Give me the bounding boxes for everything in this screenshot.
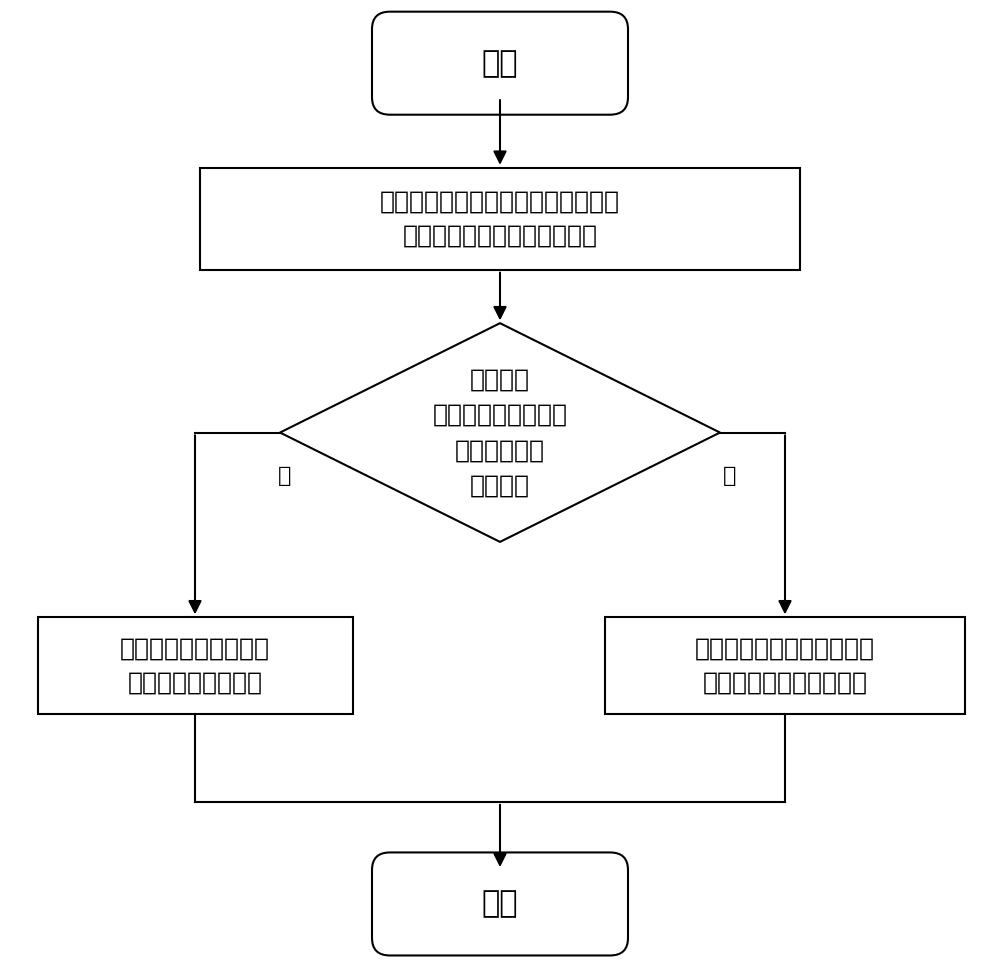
- Text: 否: 否: [278, 467, 292, 486]
- Bar: [38, 617, 353, 714]
- Text: 结果: 结果: [482, 889, 518, 919]
- Polygon shape: [280, 323, 720, 541]
- Text: 在对学员授课前对其进行英语能力测
试，得到其初始英语能力等级: 在对学员授课前对其进行英语能力测 试，得到其初始英语能力等级: [380, 190, 620, 248]
- Text: 在对学员
授课后，判断其是否
经过课后英语
能力测试: 在对学员 授课后，判断其是否 经过课后英语 能力测试: [432, 367, 568, 498]
- Text: 开始: 开始: [482, 49, 518, 78]
- FancyBboxPatch shape: [372, 852, 628, 955]
- Text: 获取其课后英语能力测试结
果，计算学员的英语能力: 获取其课后英语能力测试结 果，计算学员的英语能力: [695, 637, 875, 695]
- Text: 获取学员的授课次数，
计算学员的英语能力: 获取学员的授课次数， 计算学员的英语能力: [120, 637, 270, 695]
- Bar: [605, 617, 965, 714]
- FancyBboxPatch shape: [372, 12, 628, 115]
- Text: 是: 是: [723, 467, 737, 486]
- Bar: [200, 168, 800, 269]
